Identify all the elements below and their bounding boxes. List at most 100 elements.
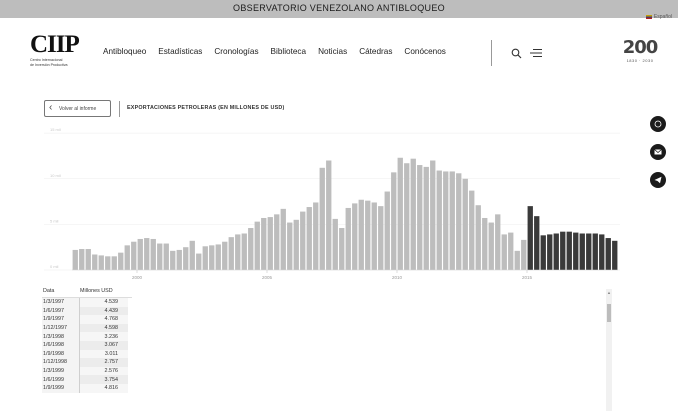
chart-bar[interactable] bbox=[495, 214, 501, 270]
chart-bar[interactable] bbox=[228, 237, 234, 270]
chart-bar[interactable] bbox=[131, 241, 137, 270]
menu-icon[interactable] bbox=[530, 48, 542, 58]
chart-bar[interactable] bbox=[540, 235, 546, 270]
chart-bar[interactable] bbox=[144, 238, 150, 270]
chart-bar[interactable] bbox=[612, 240, 618, 270]
chart-bar[interactable] bbox=[222, 241, 228, 270]
chart-bar[interactable] bbox=[482, 217, 488, 270]
chart-bar[interactable] bbox=[547, 234, 553, 270]
chart-bar[interactable] bbox=[456, 173, 462, 270]
whatsapp-button[interactable] bbox=[650, 116, 666, 132]
nav-item-biblioteca[interactable]: Biblioteca bbox=[270, 47, 307, 56]
chart-bar[interactable] bbox=[391, 172, 397, 270]
back-to-report-button[interactable]: Volver al informe bbox=[44, 100, 111, 117]
chart-bar[interactable] bbox=[449, 171, 455, 270]
chart-bar[interactable] bbox=[592, 233, 598, 271]
chart-bar[interactable] bbox=[423, 166, 429, 270]
chart-bar[interactable] bbox=[189, 240, 195, 270]
chart-bar[interactable] bbox=[209, 245, 215, 270]
chart-bar[interactable] bbox=[293, 219, 299, 270]
chart-bar[interactable] bbox=[254, 221, 260, 270]
telegram-button[interactable] bbox=[650, 172, 666, 188]
chart-bar[interactable] bbox=[79, 249, 85, 270]
nav-item-cronologias[interactable]: Cronologías bbox=[214, 47, 259, 56]
chart-bar[interactable] bbox=[196, 253, 202, 270]
chart-bar[interactable] bbox=[176, 249, 182, 270]
chart-bar[interactable] bbox=[280, 208, 286, 270]
chart-bar[interactable] bbox=[462, 178, 468, 270]
nav-item-catedras[interactable]: Cátedras bbox=[359, 47, 393, 56]
nav-item-noticias[interactable]: Noticias bbox=[318, 47, 348, 56]
chart-bar[interactable] bbox=[501, 234, 507, 270]
chart-bar[interactable] bbox=[300, 211, 306, 270]
chart-bar[interactable] bbox=[157, 243, 163, 270]
ciip-logo[interactable]: CIIP Centro Internacional de Inversión P… bbox=[30, 32, 90, 69]
chart-bar[interactable] bbox=[261, 217, 267, 270]
table-scrollbar[interactable]: ▲ bbox=[606, 289, 612, 411]
chart-bar[interactable] bbox=[365, 200, 371, 270]
chart-bar[interactable] bbox=[397, 157, 403, 270]
chart-bar[interactable] bbox=[111, 256, 117, 270]
chart-bar[interactable] bbox=[358, 199, 364, 270]
chart-bar[interactable] bbox=[579, 233, 585, 271]
chart-bar[interactable] bbox=[514, 250, 520, 270]
chart-bar[interactable] bbox=[443, 171, 449, 270]
chart-bar[interactable] bbox=[124, 245, 130, 270]
chart-bar[interactable] bbox=[150, 238, 156, 270]
chart-bar[interactable] bbox=[410, 158, 416, 270]
chart-bar[interactable] bbox=[118, 252, 124, 270]
chart-bar[interactable] bbox=[586, 233, 592, 271]
chart-bar[interactable] bbox=[475, 205, 481, 270]
chart-bar[interactable] bbox=[183, 247, 189, 270]
chart-bar[interactable] bbox=[287, 222, 293, 270]
scroll-up-arrow-icon[interactable]: ▲ bbox=[607, 290, 611, 295]
chart-bar[interactable] bbox=[573, 232, 579, 270]
chart-bar[interactable] bbox=[267, 217, 273, 270]
chart-bar[interactable] bbox=[170, 250, 176, 270]
chart-bar[interactable] bbox=[534, 216, 540, 270]
search-icon[interactable] bbox=[511, 48, 522, 59]
chart-bar[interactable] bbox=[436, 170, 442, 270]
chart-bar[interactable] bbox=[521, 239, 527, 270]
chart-bar[interactable] bbox=[274, 214, 280, 270]
chart-bar[interactable] bbox=[241, 233, 247, 271]
chart-bar[interactable] bbox=[319, 167, 325, 270]
nav-item-estadisticas[interactable]: Estadísticas bbox=[158, 47, 203, 56]
language-selector[interactable]: Español bbox=[645, 14, 672, 20]
nav-item-antibloqueo[interactable]: Antibloqueo bbox=[103, 47, 147, 56]
email-button[interactable] bbox=[650, 144, 666, 160]
chart-bar[interactable] bbox=[332, 218, 338, 270]
chart-bar[interactable] bbox=[404, 163, 410, 270]
col-header-value[interactable]: Millones USD bbox=[80, 287, 113, 294]
chart-bar[interactable] bbox=[352, 203, 358, 270]
chart-bar[interactable] bbox=[105, 256, 111, 270]
chart-bar[interactable] bbox=[202, 246, 208, 270]
chart-bar[interactable] bbox=[92, 254, 98, 270]
chart-bar[interactable] bbox=[378, 206, 384, 271]
nav-item-conocenos[interactable]: Conócenos bbox=[404, 47, 446, 56]
chart-bar[interactable] bbox=[508, 232, 514, 270]
chart-bar[interactable] bbox=[163, 243, 169, 270]
chart-bar[interactable] bbox=[85, 249, 91, 270]
chart-bar[interactable] bbox=[566, 231, 572, 270]
chart-bar[interactable] bbox=[326, 160, 332, 271]
chart-bar[interactable] bbox=[430, 160, 436, 271]
chart-bar[interactable] bbox=[605, 238, 611, 270]
chart-bar[interactable] bbox=[553, 233, 559, 271]
chart-bar[interactable] bbox=[306, 207, 312, 270]
chart-bar[interactable] bbox=[98, 255, 104, 270]
chart-bar[interactable] bbox=[488, 222, 494, 270]
chart-bar[interactable] bbox=[417, 165, 423, 270]
scrollbar-thumb[interactable] bbox=[607, 304, 611, 322]
chart-bar[interactable] bbox=[345, 207, 351, 270]
chart-bar[interactable] bbox=[72, 249, 78, 270]
chart-bar[interactable] bbox=[384, 191, 390, 270]
chart-bar[interactable] bbox=[469, 190, 475, 270]
col-header-date[interactable]: Data bbox=[43, 287, 55, 294]
chart-bar[interactable] bbox=[527, 206, 533, 271]
chart-bar[interactable] bbox=[371, 202, 377, 270]
chart-bar[interactable] bbox=[560, 231, 566, 270]
chart-bar[interactable] bbox=[248, 228, 254, 270]
chart-bar[interactable] bbox=[313, 202, 319, 270]
chart-bar[interactable] bbox=[599, 234, 605, 270]
